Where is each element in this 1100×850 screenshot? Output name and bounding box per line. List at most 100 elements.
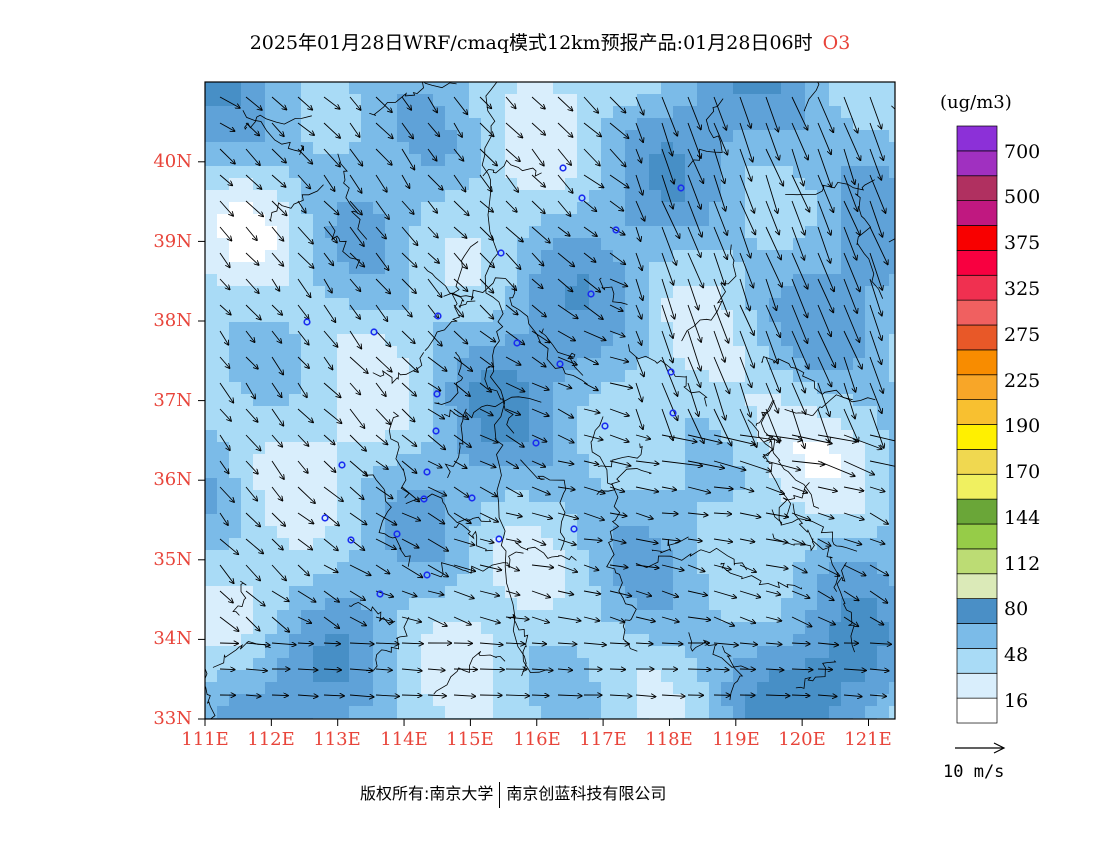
lat-label: 40N (153, 151, 192, 172)
copyright-text: 版权所有:南京大学 (360, 784, 494, 803)
colorbar-box (956, 473, 998, 500)
lat-label: 39N (153, 231, 192, 252)
title-main: 2025年01月28日WRF/cmaq模式12km预报产品:01月28日06时 (249, 32, 813, 54)
city-marker (669, 409, 677, 417)
chart-title: 2025年01月28日WRF/cmaq模式12km预报产品:01月28日06时 O… (0, 28, 1100, 55)
city-marker (376, 590, 384, 598)
title-species: O3 (822, 32, 851, 54)
footer-divider (499, 781, 501, 808)
city-marker (321, 514, 329, 522)
colorbar-box (956, 324, 998, 351)
colorbar-box (956, 424, 998, 450)
city-marker (468, 494, 476, 502)
colorbar-box (956, 250, 998, 276)
colorbar-box (956, 548, 998, 575)
lon-label: 117E (579, 729, 627, 750)
footer: 版权所有:南京大学 南京创蓝科技有限公司 (360, 780, 666, 808)
lon-label: 111E (181, 729, 229, 750)
city-marker (578, 194, 586, 202)
colorbar-box (956, 523, 998, 550)
colorbar-label: 190 (1004, 415, 1041, 437)
city-marker (513, 339, 521, 347)
lon-label: 120E (778, 729, 826, 750)
lat-label: 33N (153, 708, 192, 729)
colorbar-unit: (ug/m3) (940, 92, 1012, 113)
colorbar-label: 375 (1004, 232, 1041, 254)
colorbar-box (956, 125, 998, 152)
city-marker (601, 422, 609, 430)
wind-vectors (219, 96, 895, 697)
lat-label: 38N (153, 310, 192, 331)
colorbar-box (956, 274, 998, 301)
company-text: 南京创蓝科技有限公司 (506, 784, 667, 803)
city-marker (432, 427, 440, 435)
colorbar-box (956, 150, 998, 177)
city-marker (423, 468, 431, 476)
colorbar-box (956, 573, 998, 599)
colorbar-label: 700 (1004, 141, 1041, 163)
colorbar-label: 225 (1004, 370, 1041, 392)
city-marker (667, 368, 675, 376)
colorbar-box (956, 449, 998, 475)
colorbar-box (956, 299, 998, 326)
lon-label: 115E (446, 729, 494, 750)
colorbar-label: 144 (1004, 507, 1041, 529)
colorbar-label: 80 (1004, 598, 1029, 620)
city-marker (495, 535, 503, 543)
colorbar-label: 170 (1004, 461, 1041, 483)
lon-label: 114E (380, 729, 428, 750)
colorbar-label: 48 (1004, 644, 1029, 666)
city-marker (370, 328, 378, 336)
city-marker (420, 495, 428, 503)
colorbar-box (956, 225, 998, 251)
city-marker (423, 571, 431, 579)
city-markers (303, 164, 685, 598)
lon-label: 112E (247, 729, 295, 750)
colorbar-box (956, 175, 998, 201)
colorbar-box (956, 648, 998, 674)
ozone-concentration-field (205, 82, 895, 719)
city-marker (559, 164, 567, 172)
colorbar-box (956, 498, 998, 525)
city-marker (497, 249, 505, 257)
city-marker (587, 290, 595, 298)
city-marker (612, 226, 620, 234)
colorbar-label: 112 (1004, 553, 1041, 575)
colorbar-box (956, 374, 998, 400)
colorbar-label: 500 (1004, 186, 1041, 208)
colorbar (956, 125, 998, 724)
colorbar-box (956, 200, 998, 226)
city-marker (303, 318, 311, 326)
wind-reference-arrow (955, 742, 1006, 754)
lat-label: 34N (153, 628, 192, 649)
wind-reference-label: 10 m/s (943, 762, 1005, 782)
city-marker (433, 390, 441, 398)
city-marker (556, 360, 564, 368)
colorbar-box (956, 672, 998, 699)
axis-ticks (198, 161, 869, 726)
colorbar-box (956, 598, 998, 624)
lat-label: 36N (153, 469, 192, 490)
lon-label: 118E (645, 729, 693, 750)
lon-label: 113E (313, 729, 361, 750)
colorbar-box (956, 697, 998, 724)
lon-label: 119E (712, 729, 760, 750)
city-marker (347, 536, 355, 544)
city-marker (677, 184, 685, 192)
colorbar-label: 275 (1004, 324, 1041, 346)
colorbar-box (956, 623, 998, 649)
colorbar-box (956, 349, 998, 376)
city-marker (434, 312, 442, 320)
lat-label: 37N (153, 390, 192, 411)
city-marker (532, 439, 540, 447)
colorbar-box (956, 399, 998, 425)
lon-label: 121E (844, 729, 892, 750)
lon-label: 116E (513, 729, 561, 750)
lat-label: 35N (153, 549, 192, 570)
city-marker (338, 461, 346, 469)
city-marker (393, 530, 401, 538)
colorbar-label: 325 (1004, 278, 1041, 300)
colorbar-label: 16 (1004, 690, 1029, 712)
city-marker (570, 525, 578, 533)
